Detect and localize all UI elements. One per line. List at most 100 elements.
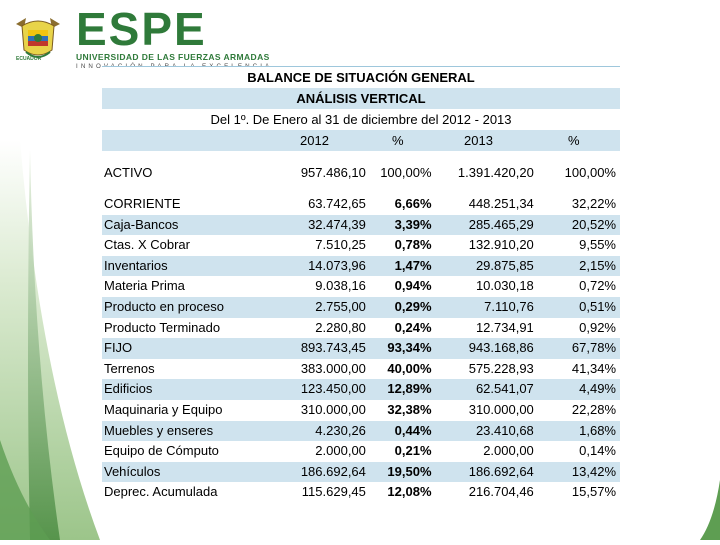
- value-2012: 115.629,45: [301, 484, 366, 500]
- percent-2013: 2,15%: [533, 255, 620, 277]
- percent-2013: 20,52%: [533, 214, 620, 236]
- col-header-pct-2013: %: [568, 133, 580, 148]
- percent-2013: 32,22%: [571, 196, 616, 211]
- value-2013: 7.110,76: [431, 296, 534, 318]
- row-label: Inventarios: [102, 255, 281, 277]
- percent-2012: 12,89%: [365, 379, 432, 400]
- row-label: Maquinaria y Equipo: [104, 401, 223, 417]
- percent-2012: 32,38%: [387, 401, 432, 417]
- row-label: CORRIENTE: [104, 196, 181, 211]
- value-2013: 10.030,18: [475, 278, 534, 294]
- table-row: Vehículos 186.692,64 19,50% 186.692,64 13,42…: [102, 461, 620, 483]
- table-row: Terrenos 383.000,00 40,00% 575.228,93 41,34%: [102, 359, 620, 380]
- value-2012: 383.000,00: [300, 360, 366, 376]
- report-title: BALANCE DE SITUACIÓN GENERAL: [102, 66, 620, 88]
- percent-2013: 67,78%: [533, 338, 620, 359]
- seal-caption: ECUADOR: [16, 56, 42, 62]
- value-2012: 4.230,26: [280, 420, 366, 442]
- value-2013: 2.000,00: [483, 443, 534, 459]
- row-label: ACTIVO: [104, 165, 153, 180]
- table-row: Edificios 123.450,00 12,89% 62.541,07 4,49%: [102, 379, 620, 400]
- table-row: Deprec. Acumulada 115.629,45 12,08% 216.704…: [102, 482, 620, 503]
- report-subtitle: ANÁLISIS VERTICAL: [102, 88, 620, 109]
- table-row: CORRIENTE 63.742,65 6,66% 448.251,34 32,22%: [102, 194, 620, 215]
- row-label: Materia Prima: [104, 278, 185, 294]
- row-label: Caja-Bancos: [102, 214, 281, 236]
- table-row: Producto en proceso 2.755,00 0,29% 7.110,76…: [102, 296, 620, 318]
- brand-line-university: UNIVERSIDAD DE LAS FUERZAS ARMADAS: [76, 52, 270, 62]
- table-row: FIJO 893.743,45 93,34% 943.168,86 67,78%: [102, 338, 620, 359]
- value-2012: 9.038,16: [315, 278, 366, 294]
- table-row: Producto Terminado 2.280,80 0,24% 12.734,91…: [102, 318, 620, 339]
- report-period: Del 1º. De Enero al 31 de diciembre del …: [102, 109, 620, 130]
- percent-2012: 1,47%: [365, 255, 432, 277]
- value-2013: 310.000,00: [468, 401, 534, 417]
- percent-2013: 100,00%: [564, 165, 616, 180]
- value-2013: 132.910,20: [468, 237, 534, 253]
- percent-2013: 4,49%: [533, 379, 620, 400]
- percent-2013: 13,42%: [533, 461, 620, 483]
- row-label: Equipo de Cómputo: [104, 443, 219, 459]
- value-2012: 310.000,00: [300, 401, 366, 417]
- value-2013: 29.875,85: [431, 255, 534, 277]
- table-row: Maquinaria y Equipo 310.000,00 32,38% 310.0…: [102, 400, 620, 421]
- row-label: Producto en proceso: [102, 296, 281, 318]
- report-heading: BALANCE DE SITUACIÓN GENERAL ANÁLISIS VE…: [102, 66, 620, 151]
- row-label: Deprec. Acumulada: [104, 484, 218, 500]
- value-2013: 285.465,29: [431, 214, 534, 236]
- value-2013: 943.168,86: [431, 338, 534, 359]
- percent-2013: 0,92%: [579, 319, 616, 335]
- decorative-sidebar: [0, 60, 100, 540]
- percent-2013: 15,57%: [571, 484, 616, 500]
- table-row: Materia Prima 9.038,16 0,94% 10.030,18 0,72%: [102, 276, 620, 297]
- value-2012: 14.073,96: [280, 255, 366, 277]
- percent-2012: 0,24%: [394, 319, 432, 335]
- row-label: Terrenos: [104, 360, 155, 376]
- percent-2012: 0,29%: [365, 296, 432, 318]
- percent-2013: 9,55%: [579, 237, 616, 253]
- row-label: Vehículos: [102, 461, 281, 483]
- table-row: Caja-Bancos 32.474,39 3,39% 285.465,29 20,52…: [102, 214, 620, 236]
- percent-2013: 0,72%: [579, 278, 616, 294]
- value-2013: 448.251,34: [468, 196, 534, 211]
- percent-2012: 93,34%: [365, 338, 432, 359]
- value-2013: 216.704,46: [468, 484, 534, 500]
- table-row: Ctas. X Cobrar 7.510,25 0,78% 132.910,20 9,5…: [102, 235, 620, 256]
- percent-2012: 0,21%: [394, 443, 432, 459]
- percent-2013: 41,34%: [571, 360, 616, 376]
- row-label: Muebles y enseres: [102, 420, 281, 442]
- value-2012: 186.692,64: [280, 461, 366, 483]
- value-2012: 7.510,25: [315, 237, 366, 253]
- percent-2012: 100,00%: [380, 165, 432, 180]
- page-header: ECUADOR ESPE UNIVERSIDAD DE LAS FUERZAS …: [0, 0, 720, 70]
- value-2013: 575.228,93: [468, 360, 534, 376]
- value-2013: 12.734,91: [475, 319, 534, 335]
- percent-2012: 6,66%: [394, 196, 432, 211]
- percent-2012: 0,78%: [394, 237, 432, 253]
- column-headers: 2012 % 2013 %: [102, 130, 620, 151]
- table-row-activo: ACTIVO 957.486,10 100,00% 1.391.420,20 1…: [102, 160, 620, 186]
- percent-2013: 22,28%: [571, 401, 616, 417]
- value-2013: 23.410,68: [431, 420, 534, 442]
- university-seal-icon: [12, 14, 64, 66]
- value-2012: 2.280,80: [315, 319, 366, 335]
- value-2012: 63.742,65: [308, 196, 366, 211]
- percent-2013: 0,51%: [533, 296, 620, 318]
- brand-name: ESPE: [76, 3, 207, 55]
- col-header-2013: 2013: [464, 133, 493, 148]
- table-row: Muebles y enseres 4.230,26 0,44% 23.410,68 1…: [102, 420, 620, 442]
- row-label: Producto Terminado: [104, 319, 221, 335]
- percent-2012: 19,50%: [365, 461, 432, 483]
- value-2012: 893.743,45: [280, 338, 366, 359]
- value-2012: 123.450,00: [280, 379, 366, 400]
- percent-2012: 12,08%: [387, 484, 432, 500]
- balance-table: ACTIVO 957.486,10 100,00% 1.391.420,20 1…: [102, 160, 620, 503]
- col-header-pct-2012: %: [392, 133, 404, 148]
- percent-2012: 3,39%: [365, 214, 432, 236]
- percent-2012: 40,00%: [387, 360, 432, 376]
- row-label: FIJO: [102, 338, 281, 359]
- value-2012: 2.000,00: [315, 443, 366, 459]
- col-header-2012: 2012: [300, 133, 329, 148]
- value-2013: 62.541,07: [431, 379, 534, 400]
- spacer-row: [102, 186, 620, 194]
